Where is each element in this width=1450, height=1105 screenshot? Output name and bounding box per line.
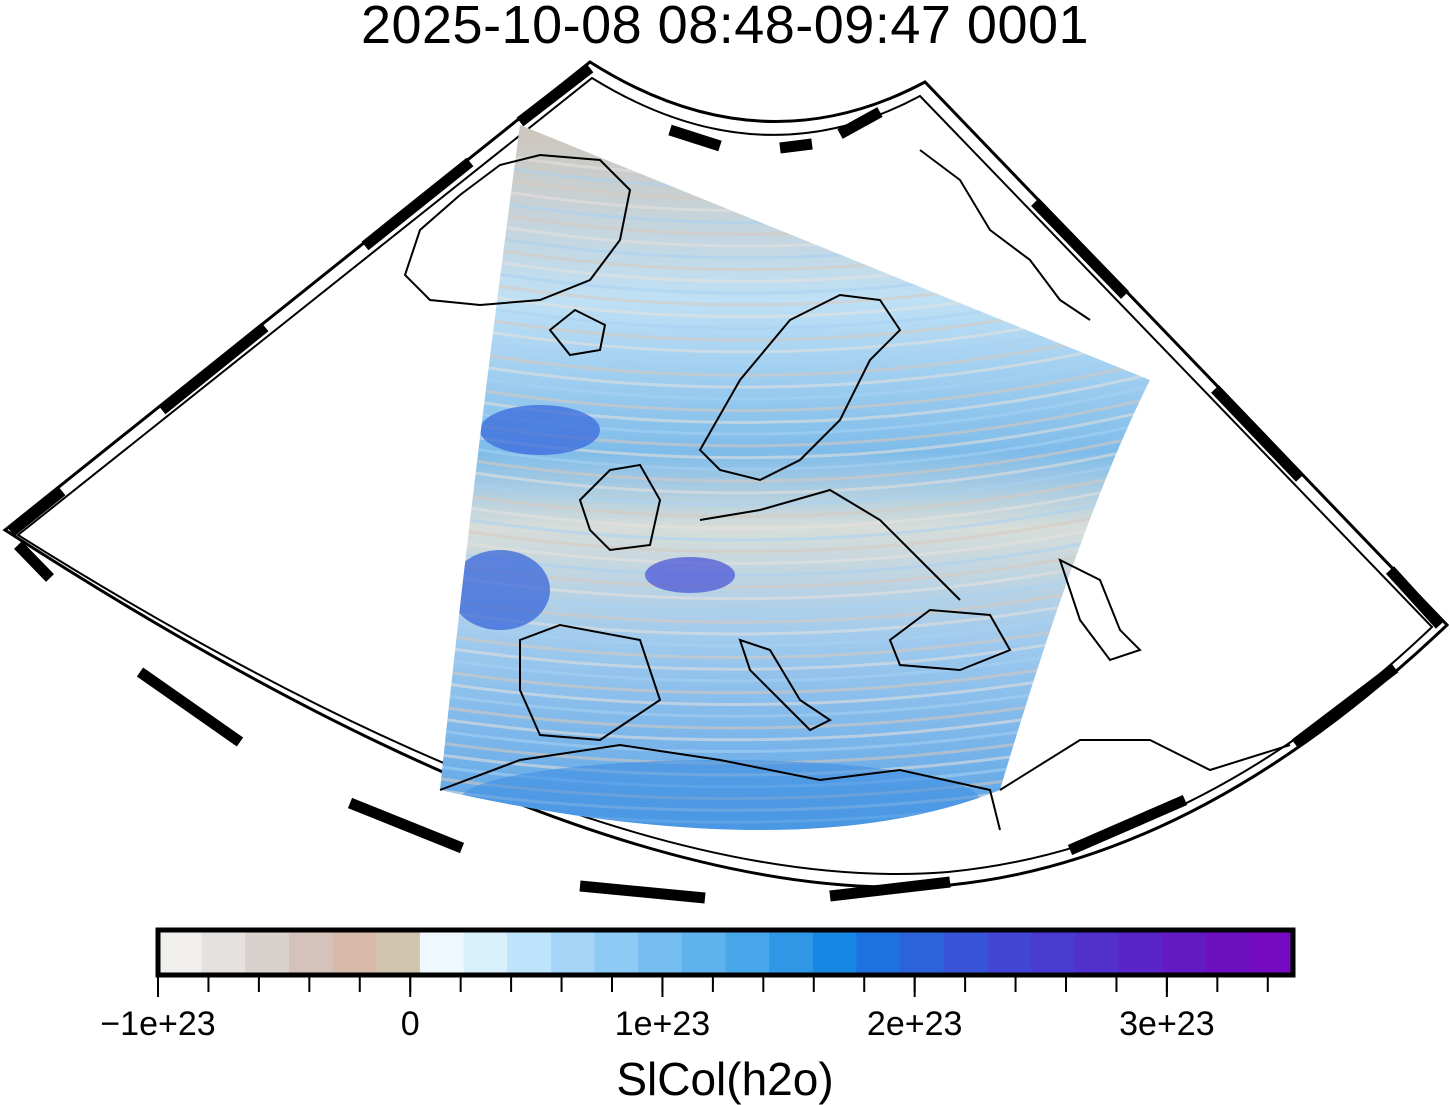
coastlines [403,149,1291,831]
swath-scan-line [440,454,1150,507]
colorbar-bin [1249,930,1294,975]
colorbar-bin [158,930,203,975]
arabia-coast [999,739,1291,791]
wet-patch-atlantic [480,405,600,455]
colorbar-bin [856,930,901,975]
swath-scan-line [440,502,1150,554]
scandinavia-coast [698,293,902,482]
colorbar-tick-label: −1e+23 [100,1005,215,1043]
colorbar-bin [594,930,639,975]
frame-ticks [7,63,1445,904]
colorbar-bin [288,930,334,975]
colorbar-bin [812,930,857,975]
colorbar-bin [507,930,552,975]
wet-patch-central [645,557,735,593]
colorbar-tick-label: 0 [401,1005,420,1043]
caspian-coast [1058,558,1142,662]
wet-patch-biscay [450,550,550,630]
colorbar-bin [463,930,508,975]
colorbar-bin [987,930,1032,975]
colorbar-border [155,927,1296,978]
colorbar-bin [725,930,770,975]
colorbar-bin [201,930,246,975]
iceland-coast [548,308,607,357]
swath-scan-line [440,322,1150,377]
colorbar-bin [900,930,945,975]
mediterranean-south-coast [439,743,1001,831]
colorbar-tick-label: 2e+23 [867,1005,963,1043]
swath-scan-line [440,466,1150,518]
colorbar-label: SlCol(h2o) [616,1053,833,1105]
colorbar-bin [419,930,465,975]
swath-scan-line [440,430,1150,483]
greenland-coast [403,153,632,307]
italy-coast [738,638,832,732]
colorbar-bin [1162,930,1207,975]
black-sea-coast [888,608,1012,672]
colorbar-bin [1118,930,1163,975]
colorbar-bin [1205,930,1250,975]
colorbar-bin [1031,930,1076,975]
europe-east-coast [699,488,961,601]
russia-north-coast [919,149,1091,321]
colorbar-bins [158,930,1294,975]
colorbar-bin [332,930,377,975]
swath-scan-line [440,442,1150,495]
swath-scan-line [440,334,1150,389]
colorbar-bin [769,930,814,975]
swath-scan-line [440,358,1150,413]
colorbar-bin [638,930,683,975]
swath-scan-line [440,478,1150,530]
british-isles-coast [578,463,662,552]
swath-scan-line [440,514,1150,565]
colorbar-bin [943,930,988,975]
map-title: 2025-10-08 08:48-09:47 0001 [360,0,1090,55]
iberia-coast [519,623,662,742]
swath-scan-line [440,490,1150,542]
colorbar-bin [550,930,596,975]
colorbar-bin [1074,930,1119,975]
colorbar-bin [245,930,290,975]
swath-scan-line [440,346,1150,401]
swath-scan-line [440,418,1150,471]
colorbar-bin [376,930,421,975]
colorbar-tick-label: 3e+23 [1119,1005,1215,1043]
colorbar: −1e+23 0 1e+23 2e+23 3e+23 SlCol(h2o) [100,927,1296,1105]
colorbar-ticks: −1e+23 0 1e+23 2e+23 3e+23 [100,975,1269,1043]
colorbar-tick-label: 1e+23 [615,1005,711,1043]
colorbar-bin [681,930,726,975]
